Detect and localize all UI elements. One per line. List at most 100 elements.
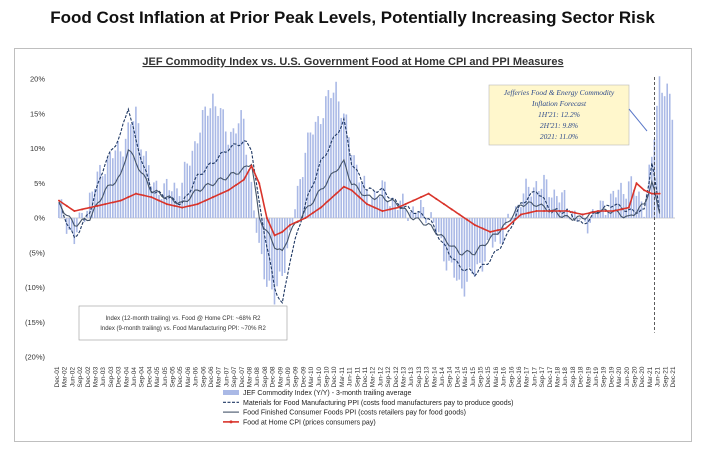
x-tick-label: Jun-03 <box>100 367 107 387</box>
commodity-bar <box>425 218 427 224</box>
commodity-bar <box>381 180 384 218</box>
cpi-marker <box>412 199 415 202</box>
commodity-bar <box>112 158 114 218</box>
cpi-marker <box>127 196 130 199</box>
commodity-bar <box>206 115 209 218</box>
cpi-marker <box>111 201 114 204</box>
cpi-marker <box>419 196 422 199</box>
commodity-bar <box>142 155 145 218</box>
x-tick-label: Sep-15 <box>478 366 485 387</box>
x-tick-label: Mar-18 <box>555 366 562 387</box>
commodity-bar <box>476 218 479 265</box>
x-tick-label: Mar-06 <box>185 366 192 387</box>
commodity-bar <box>219 108 222 218</box>
commodity-bar <box>196 143 199 218</box>
commodity-bar <box>76 218 78 233</box>
commodity-bar <box>104 174 106 218</box>
commodity-bar <box>286 218 289 249</box>
commodity-bar <box>271 218 273 290</box>
axis-layer: 20%15%10%5%0%(5%)(10%)(15%)(20%)Dec-01 Ma… <box>25 75 677 388</box>
cpi-marker <box>558 210 561 213</box>
commodity-bar <box>65 218 68 234</box>
x-tick-label: Mar-02 <box>62 366 69 387</box>
commodity-bar <box>371 198 373 218</box>
commodity-bar <box>409 211 412 218</box>
x-tick-label: Sep-07 <box>231 366 238 387</box>
commodity-bar <box>594 212 597 218</box>
x-tick-label: Mar-21 <box>647 366 654 387</box>
cpi-marker <box>96 204 99 207</box>
commodity-bar <box>633 189 635 218</box>
forecast-pointer <box>628 108 648 132</box>
x-tick-label: Mar-16 <box>493 366 500 387</box>
commodity-bar <box>335 81 337 218</box>
commodity-bar <box>132 121 135 218</box>
commodity-bar <box>129 124 132 218</box>
commodity-bar <box>502 218 504 245</box>
x-tick-label: Jun-08 <box>254 367 261 387</box>
commodity-bar <box>507 213 509 218</box>
commodity-bar <box>94 188 96 218</box>
x-tick-label: Mar-12 <box>370 366 377 387</box>
commodity-bar <box>212 93 214 218</box>
x-tick-label: Sep-19 <box>601 366 608 387</box>
commodity-bar <box>522 193 525 218</box>
commodity-bar <box>83 218 86 223</box>
cpi-marker <box>173 204 176 207</box>
commodity-bar <box>514 206 517 218</box>
x-tick-label: Sep-04 <box>139 366 146 387</box>
cpi-marker <box>342 185 345 188</box>
legend-label: Food at Home CPI (prices consumers pay) <box>243 419 376 426</box>
cpi-marker <box>58 199 60 202</box>
cpi-marker <box>165 203 168 206</box>
x-tick-label: Mar-19 <box>585 366 592 387</box>
commodity-bar <box>461 218 463 289</box>
commodity-bar <box>99 164 101 218</box>
x-tick-label: Mar-05 <box>154 366 161 387</box>
cpi-marker <box>289 223 291 226</box>
x-tick-label: Sep-20 <box>632 366 639 387</box>
commodity-bar <box>396 209 399 218</box>
x-tick-label: Jun-17 <box>531 367 538 387</box>
commodity-bar <box>576 218 579 222</box>
x-tick-label: Sep-09 <box>293 366 300 387</box>
commodity-bar <box>378 196 381 218</box>
cpi-marker <box>389 208 392 211</box>
x-tick-label: Jun-05 <box>162 367 169 387</box>
commodity-bar <box>309 132 312 218</box>
x-tick-label: Jun-04 <box>131 367 138 387</box>
cpi-marker <box>620 208 623 211</box>
commodity-bar <box>255 218 258 233</box>
commodity-bar <box>417 211 420 218</box>
commodity-bar <box>299 179 301 218</box>
commodity-bar <box>258 218 260 243</box>
page-title: Food Cost Inflation at Prior Peak Levels… <box>50 8 655 27</box>
commodity-bar <box>491 218 494 248</box>
commodity-bar <box>471 218 473 274</box>
cpi-marker <box>81 208 84 211</box>
commodity-bar <box>263 218 266 280</box>
commodity-bar <box>70 218 73 231</box>
forecast-box-line: 2021: 11.0% <box>540 132 578 141</box>
x-tick-label: Dec-07 <box>239 366 246 387</box>
x-tick-label: Dec-09 <box>300 366 307 387</box>
x-tick-label: Mar-20 <box>616 366 623 387</box>
cpi-marker <box>650 192 653 195</box>
legend-label: JEF Commodity Index (Y/Y) - 3-month trai… <box>243 390 412 397</box>
commodity-bar <box>414 213 417 218</box>
commodity-bar <box>327 90 330 218</box>
commodity-bar <box>489 218 491 238</box>
commodity-bar <box>627 181 630 218</box>
commodity-bar <box>568 218 571 220</box>
commodity-bar <box>242 118 245 218</box>
x-tick-label: Mar-17 <box>524 366 531 387</box>
forecast-box-line: 1H'21: 12.2% <box>538 110 580 119</box>
chart-title: JEF Commodity Index vs. U.S. Government … <box>142 56 563 68</box>
commodity-bar <box>147 165 150 218</box>
commodity-bar <box>245 154 248 218</box>
x-tick-label: Jun-06 <box>193 367 200 387</box>
cpi-marker <box>142 194 145 197</box>
cpi-marker <box>443 203 445 206</box>
x-tick-label: Dec-05 <box>177 366 184 387</box>
commodity-bar <box>235 133 237 218</box>
